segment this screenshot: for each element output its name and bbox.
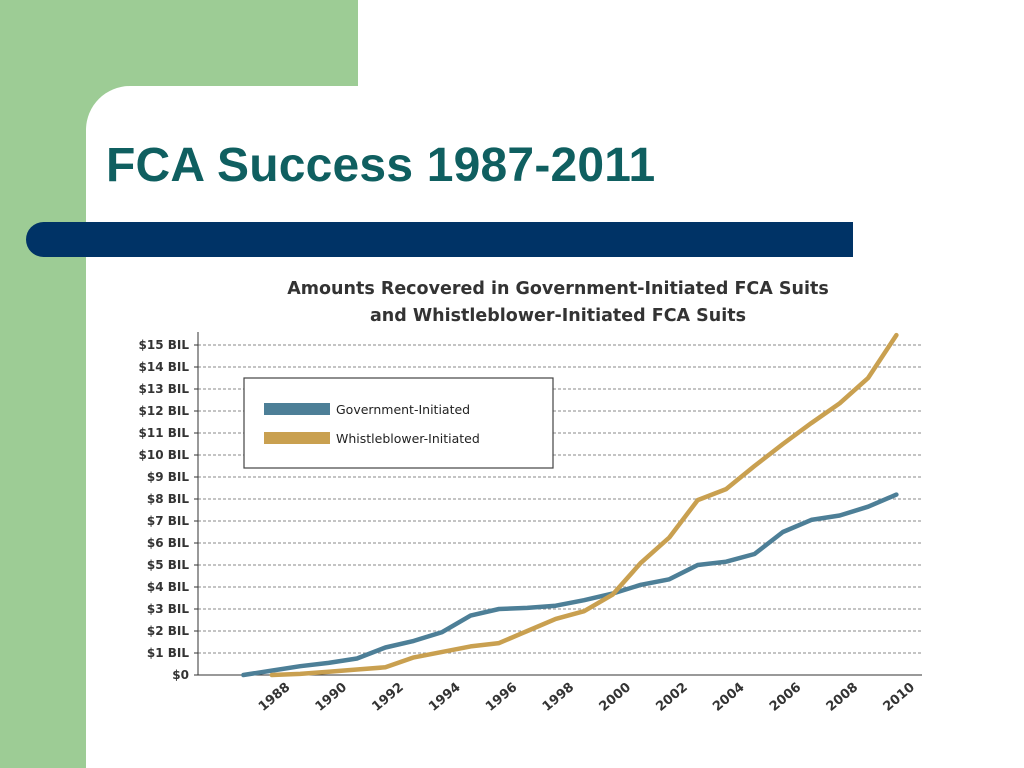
legend-box [243,377,554,469]
chart-title-line-2: and Whistleblower-Initiated FCA Suits [369,306,747,326]
x-tick-label: 2006 [767,680,804,715]
y-tick-label: $2 BIL [147,624,189,638]
series-line-government [241,492,899,678]
x-tick-label: 2002 [653,680,690,715]
legend-swatch-government [264,403,330,415]
y-tick-label: $4 BIL [147,580,189,594]
y-tick-label: $6 BIL [147,536,189,550]
x-tick-label: 1998 [540,680,577,715]
chart-title-line-1: Amounts Recovered in Government-Initiate… [287,279,829,299]
x-tick-label: 2004 [710,680,747,715]
x-tick-label: 1992 [369,680,406,715]
y-tick-label: $12 BIL [139,404,190,418]
x-axis-tick-labels: 1988 1990 1992 1994 1996 1998 2000 2002 2004 2006… [256,680,918,715]
y-tick-label: $15 BIL [139,338,190,352]
slide-content-card [86,86,1024,768]
y-tick-label: $14 BIL [139,360,190,374]
y-tick-label: $5 BIL [147,558,189,572]
x-tick-label: 2000 [597,680,634,715]
x-tick-label: 1994 [426,680,463,715]
y-tick-label: $10 BIL [139,448,190,462]
y-tick-label: $8 BIL [147,492,189,506]
x-tick-label: 1996 [483,680,520,715]
y-tick-label: $11 BIL [139,426,190,440]
legend-label-whistleblower: Whistleblower-Initiated [336,431,480,446]
x-tick-label: 1988 [256,680,293,715]
x-tick-label: 2008 [824,680,861,715]
x-tick-label: 1990 [313,680,350,715]
legend-label-government: Government-Initiated [336,402,470,417]
chart-legend: Government-Initiated Whistleblower-Initi… [243,377,554,469]
chart-series [241,332,899,678]
x-tick-label: 2010 [881,680,918,715]
series-line-whistleblower [269,332,899,678]
y-tick-label: $9 BIL [147,470,189,484]
y-tick-label: $13 BIL [139,382,190,396]
chart-axes [194,332,922,676]
title-underline-bar [26,222,853,257]
y-tick-label: $1 BIL [147,646,189,660]
y-tick-label: $0 [172,668,189,682]
y-tick-label: $7 BIL [147,514,189,528]
y-axis-tick-labels: $0 $1 BIL $2 BIL $3 BIL $4 BIL $5 BIL $6 BIL $7… [139,338,190,682]
chart-title: Amounts Recovered in Government-Initiate… [240,276,876,330]
legend-swatch-whistleblower [264,432,330,444]
slide-title: FCA Success 1987-2011 [106,139,656,192]
y-tick-label: $3 BIL [147,602,189,616]
